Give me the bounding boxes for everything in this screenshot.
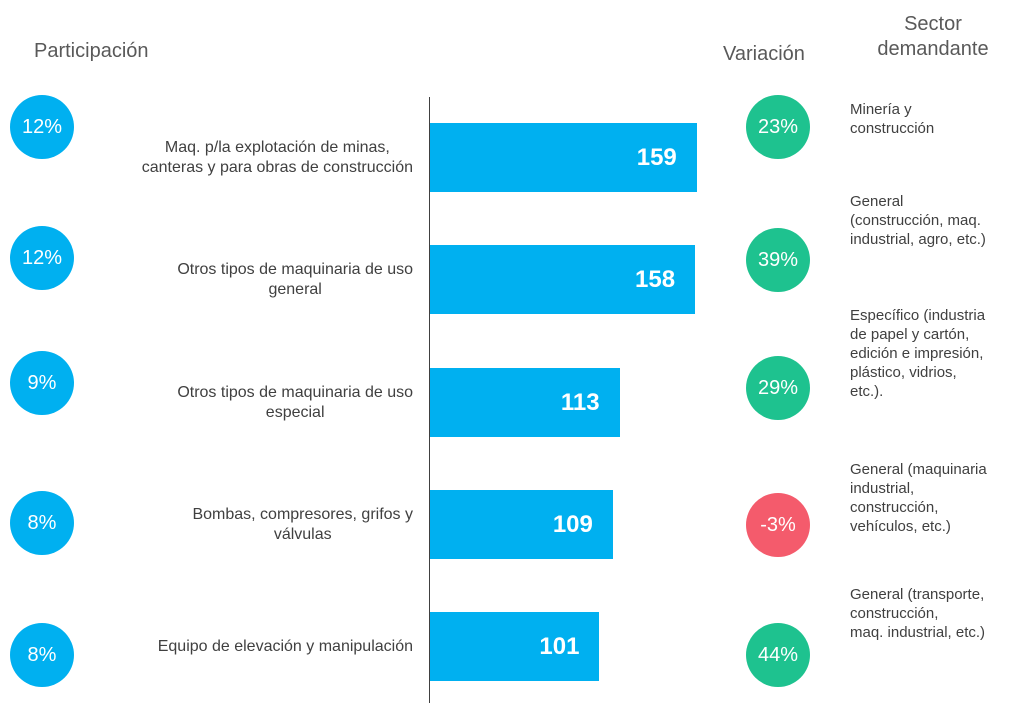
category-label: Maq. p/la explotación de minas, canteras… xyxy=(141,138,413,176)
category-label: Equipo de elevación y manipulación xyxy=(157,637,413,655)
bar: 158 xyxy=(430,245,696,314)
bar: 113 xyxy=(430,368,620,437)
participation-circle: 12% xyxy=(10,226,74,290)
bar-value-label: 159 xyxy=(636,143,677,171)
axis-line xyxy=(429,97,430,703)
participation-circle: 8% xyxy=(10,623,74,687)
participation-circle: 9% xyxy=(10,351,74,415)
sector-text: Minería y construcción xyxy=(850,101,935,137)
sector-title: Sector demandante xyxy=(877,13,989,60)
category-label: Otros tipos de maquinaria de uso general xyxy=(177,260,413,298)
bar: 109 xyxy=(430,490,613,559)
sector-text: General (construcción, maq. industrial, … xyxy=(850,193,986,248)
sector-text: Específico (industria de papel y cartón,… xyxy=(850,307,986,400)
variation-title: Variación xyxy=(723,43,805,65)
participation-circle: 12% xyxy=(10,95,74,159)
sector-text: General (maquinaria industrial, construc… xyxy=(850,461,987,535)
bar-value-label: 113 xyxy=(560,388,600,416)
variation-circle: 23% xyxy=(746,95,810,159)
sector-text: General (transporte, construcción, maq. … xyxy=(850,586,986,641)
bar-value-label: 158 xyxy=(635,265,676,293)
participation-title: Participación xyxy=(34,40,149,62)
category-label: Otros tipos de maquinaria de uso especia… xyxy=(177,383,413,421)
variation-circle: 39% xyxy=(746,228,810,292)
participation-circle: 8% xyxy=(10,491,74,555)
variation-circle: -3% xyxy=(746,493,810,557)
variation-circle: 44% xyxy=(746,623,810,687)
category-label: Bombas, compresores, grifos y válvulas xyxy=(192,505,413,543)
variation-circle: 29% xyxy=(746,356,810,420)
bar-value-label: 101 xyxy=(539,632,580,660)
bar: 159 xyxy=(430,123,697,192)
bar: 101 xyxy=(430,612,600,681)
bar-value-label: 109 xyxy=(552,510,593,538)
